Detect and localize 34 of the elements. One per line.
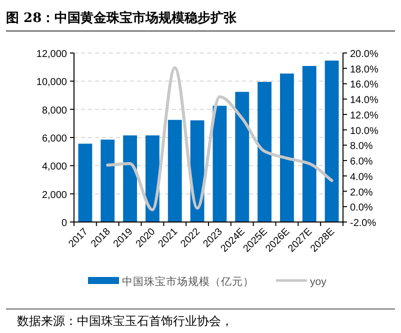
- legend-label: 中国珠宝市场规模（亿元）: [122, 275, 254, 288]
- bar: [123, 135, 137, 222]
- y-tick-label: 8,000: [42, 105, 68, 116]
- y2-tick-label: 12.0%: [350, 110, 378, 122]
- y2-tick-label: 20.0%: [350, 49, 378, 60]
- bar: [100, 140, 115, 222]
- chart-title: 图 28：中国黄金珠宝市场规模稳步扩张: [6, 10, 238, 26]
- bar: [212, 106, 227, 222]
- y-tick-label: 4,000: [42, 162, 68, 173]
- y-tick-label: 2,000: [42, 190, 68, 201]
- y2-tick-label: 10.0%: [350, 126, 378, 137]
- y-tick-label: 0: [61, 218, 68, 229]
- y2-tick-label: 8.0%: [350, 141, 373, 152]
- bar: [235, 92, 250, 222]
- y2-tick-label: 4.0%: [350, 172, 373, 183]
- y2-tick-label: 2.0%: [350, 187, 373, 198]
- bar: [302, 66, 316, 222]
- y2-tick-label: 16.0%: [350, 80, 378, 91]
- bar: [258, 82, 272, 222]
- y-tick-label: 10,000: [36, 77, 68, 88]
- legend-label: yoy: [310, 276, 328, 288]
- y2-tick-label: 0.0%: [350, 202, 373, 214]
- source-note: 数据来源：中国珠宝玉石首饰行业协会，: [17, 314, 233, 328]
- bar: [78, 144, 92, 222]
- y-tick-label: 12,000: [36, 49, 68, 60]
- y2-tick-label: 18.0%: [350, 64, 378, 76]
- bar: [280, 74, 294, 222]
- y2-tick-label: 14.0%: [350, 95, 378, 106]
- y2-tick-label: -2.0%: [350, 218, 376, 229]
- line-series: [106, 66, 334, 212]
- bar: [324, 60, 339, 222]
- bar: [168, 120, 182, 222]
- y2-tick-label: 6.0%: [350, 156, 373, 168]
- y-tick-label: 6,000: [42, 134, 68, 144]
